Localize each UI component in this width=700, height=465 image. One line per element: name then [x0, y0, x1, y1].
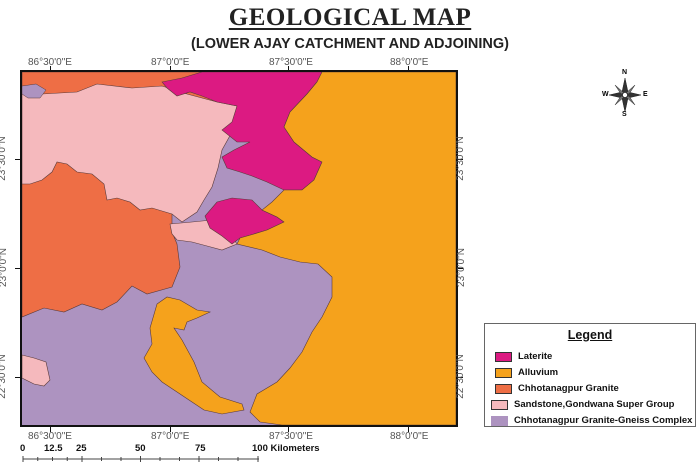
legend-label: Laterite — [518, 351, 553, 362]
left-tick-label: 23°0'0"N — [0, 248, 9, 287]
region-sandstone-3 — [22, 354, 51, 387]
top-tick-label: 88°0'0"E — [390, 57, 429, 68]
compass-e: E — [643, 91, 648, 98]
tick-mark — [50, 427, 51, 432]
map-regions — [22, 72, 456, 425]
tick-mark — [15, 377, 20, 378]
region-gneiss-patch — [22, 83, 47, 99]
scale-label: 12.5 — [44, 443, 63, 454]
tick-mark — [170, 427, 171, 432]
map-subtitle: (LOWER AJAY CATCHMENT AND ADJOINING) — [191, 36, 509, 52]
map-title: GEOLOGICAL MAP — [0, 4, 700, 32]
tick-mark — [15, 268, 20, 269]
tick-mark — [408, 427, 409, 432]
legend-label: Alluvium — [518, 367, 559, 378]
tick-mark — [408, 66, 409, 71]
legend-swatch-gneiss — [491, 415, 508, 426]
bottom-tick-label: 88°0'0"E — [390, 431, 429, 442]
compass-w: W — [602, 91, 609, 98]
bottom-tick-label: 86°30'0"E — [28, 431, 72, 442]
right-tick-label: 23°0'0"N — [455, 248, 467, 287]
legend-label: Chhotanagpur Granite — [518, 383, 619, 394]
region-alluvium-tongue — [143, 296, 245, 415]
left-tick-label: 22°30'0"N — [0, 354, 8, 399]
legend-swatch-laterite — [495, 351, 512, 362]
legend-item-laterite: Laterite — [495, 351, 552, 362]
legend-item-sandstone: Sandstone,Gondwana Super Group — [491, 399, 674, 410]
scale-label: 50 — [135, 443, 146, 454]
top-tick-label: 87°0'0"E — [151, 57, 190, 68]
bottom-tick-label: 87°0'0"E — [151, 431, 190, 442]
tick-mark — [288, 66, 289, 71]
scale-label: 0 — [20, 443, 26, 454]
legend-swatch-granite — [495, 383, 512, 394]
north-arrow-compass: N S W E — [600, 69, 650, 118]
tick-mark — [15, 159, 20, 160]
legend-item-gneiss: Chhotanagpur Granite-Gneiss Complex — [491, 415, 692, 426]
right-tick-label: 22°30'0"N — [454, 354, 466, 399]
compass-s: S — [622, 111, 627, 118]
top-tick-label: 86°30'0"E — [28, 57, 72, 68]
legend-swatch-alluvium — [495, 367, 512, 378]
legend-item-granite: Chhotanagpur Granite — [495, 383, 619, 394]
scale-label: 25 — [76, 443, 87, 454]
tick-mark — [458, 268, 463, 269]
tick-mark — [50, 66, 51, 71]
legend-swatch-sandstone — [491, 399, 508, 410]
scale-label: 100 Kilometers — [252, 443, 320, 454]
scale-label: 75 — [195, 443, 206, 454]
region-alluvium-east — [236, 72, 456, 425]
right-tick-label: 23°30'0"N — [454, 136, 466, 181]
tick-mark — [458, 159, 463, 160]
legend: Legend Laterite Alluvium Chhotanagpur Gr… — [484, 323, 696, 427]
bottom-tick-label: 87°30'0"E — [269, 431, 313, 442]
geological-map — [20, 70, 458, 427]
scale-bar — [22, 456, 259, 462]
legend-item-alluvium: Alluvium — [495, 367, 558, 378]
map-title-text: GEOLOGICAL MAP — [228, 4, 472, 31]
tick-mark — [288, 427, 289, 432]
legend-title: Legend — [567, 328, 613, 342]
compass-rose-icon — [608, 77, 642, 113]
left-tick-label: 23°30'0"N — [0, 136, 8, 181]
tick-mark — [458, 377, 463, 378]
legend-label: Sandstone,Gondwana Super Group — [514, 399, 675, 410]
legend-label: Chhotanagpur Granite-Gneiss Complex — [514, 415, 693, 426]
tick-mark — [170, 66, 171, 71]
compass-n: N — [622, 69, 628, 76]
top-tick-label: 87°30'0"E — [269, 57, 313, 68]
